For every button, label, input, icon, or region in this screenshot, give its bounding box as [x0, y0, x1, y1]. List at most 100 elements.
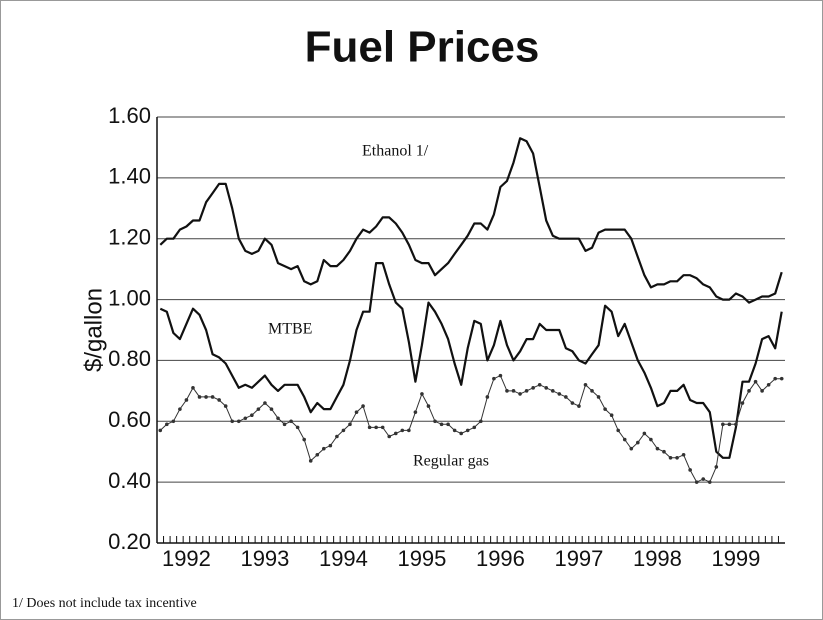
point: [694, 480, 699, 484]
point: [655, 446, 660, 451]
chart-title: Fuel Prices: [305, 23, 540, 72]
point: [315, 452, 320, 457]
y-tick-label: 0.20: [108, 529, 151, 554]
point: [747, 389, 751, 393]
x-tick-label: 1992: [162, 546, 211, 571]
x-tick-label: 1994: [319, 546, 368, 571]
point: [596, 395, 601, 399]
y-tick-label: 0.40: [108, 468, 151, 493]
point: [766, 382, 771, 387]
point: [289, 419, 293, 424]
point: [276, 416, 280, 421]
point: [511, 389, 516, 393]
point: [734, 422, 738, 427]
point: [380, 425, 385, 430]
point: [479, 419, 483, 424]
point: [636, 440, 640, 445]
point: [328, 443, 333, 448]
series-label: MTBE: [268, 321, 312, 338]
point: [348, 422, 352, 427]
point: [524, 389, 529, 393]
point: [603, 407, 607, 411]
point: [223, 404, 228, 408]
point: [675, 456, 679, 460]
point: [740, 401, 745, 405]
series-line: [159, 137, 783, 304]
point: [518, 392, 522, 396]
x-tick-label: 1996: [476, 546, 525, 571]
point: [537, 382, 542, 387]
point: [302, 437, 306, 442]
point: [374, 425, 378, 430]
point: [760, 389, 764, 393]
point: [341, 428, 346, 433]
x-tick-label: 1999: [711, 546, 760, 571]
point: [256, 407, 261, 411]
point: [204, 395, 208, 399]
point: [492, 376, 496, 381]
y-tick-label: 1.20: [108, 225, 151, 250]
x-tick-label: 1993: [240, 546, 289, 571]
point: [250, 413, 254, 418]
point: [367, 425, 372, 430]
point: [387, 434, 392, 439]
point: [721, 422, 725, 427]
point: [433, 419, 437, 424]
point: [681, 452, 686, 457]
point: [236, 419, 241, 424]
point: [158, 428, 163, 433]
point: [308, 459, 313, 463]
x-tick-label: 1995: [397, 546, 446, 571]
point: [544, 386, 549, 390]
point: [400, 428, 405, 433]
point: [662, 449, 666, 454]
x-tick-label: 1997: [554, 546, 603, 571]
point: [622, 437, 627, 442]
point: [707, 480, 712, 484]
point: [498, 373, 503, 378]
point: [753, 379, 758, 384]
point: [642, 431, 647, 436]
point: [230, 419, 235, 424]
point: [570, 401, 575, 405]
point: [439, 422, 444, 427]
point: [485, 395, 490, 399]
point: [295, 425, 300, 430]
y-tick-label: 1.00: [108, 285, 151, 310]
point: [779, 376, 784, 381]
y-tick-label: 1.40: [108, 164, 151, 189]
point: [282, 422, 287, 427]
point: [191, 386, 195, 390]
point: [243, 416, 248, 421]
point: [446, 422, 450, 427]
point: [649, 437, 653, 442]
point: [426, 404, 431, 408]
point: [171, 419, 176, 424]
point: [184, 398, 189, 402]
point: [577, 404, 581, 408]
point: [197, 395, 202, 399]
point: [531, 386, 535, 390]
footnote: 1/ Does not include tax incentive: [12, 596, 197, 611]
point: [178, 407, 182, 411]
point: [629, 446, 634, 451]
point: [459, 431, 463, 436]
point: [335, 434, 339, 439]
point: [616, 428, 620, 433]
point: [210, 395, 215, 399]
point: [583, 382, 588, 387]
point: [217, 398, 221, 402]
point: [472, 425, 477, 430]
point: [322, 446, 326, 451]
point: [361, 404, 365, 408]
point: [773, 376, 777, 381]
point: [590, 389, 594, 393]
point: [413, 410, 418, 414]
y-tick-label: 0.60: [108, 407, 151, 432]
point: [393, 431, 398, 436]
point: [727, 422, 732, 427]
point: [505, 389, 509, 393]
point: [557, 392, 562, 396]
point: [550, 389, 555, 393]
x-tick-label: 1998: [633, 546, 682, 571]
